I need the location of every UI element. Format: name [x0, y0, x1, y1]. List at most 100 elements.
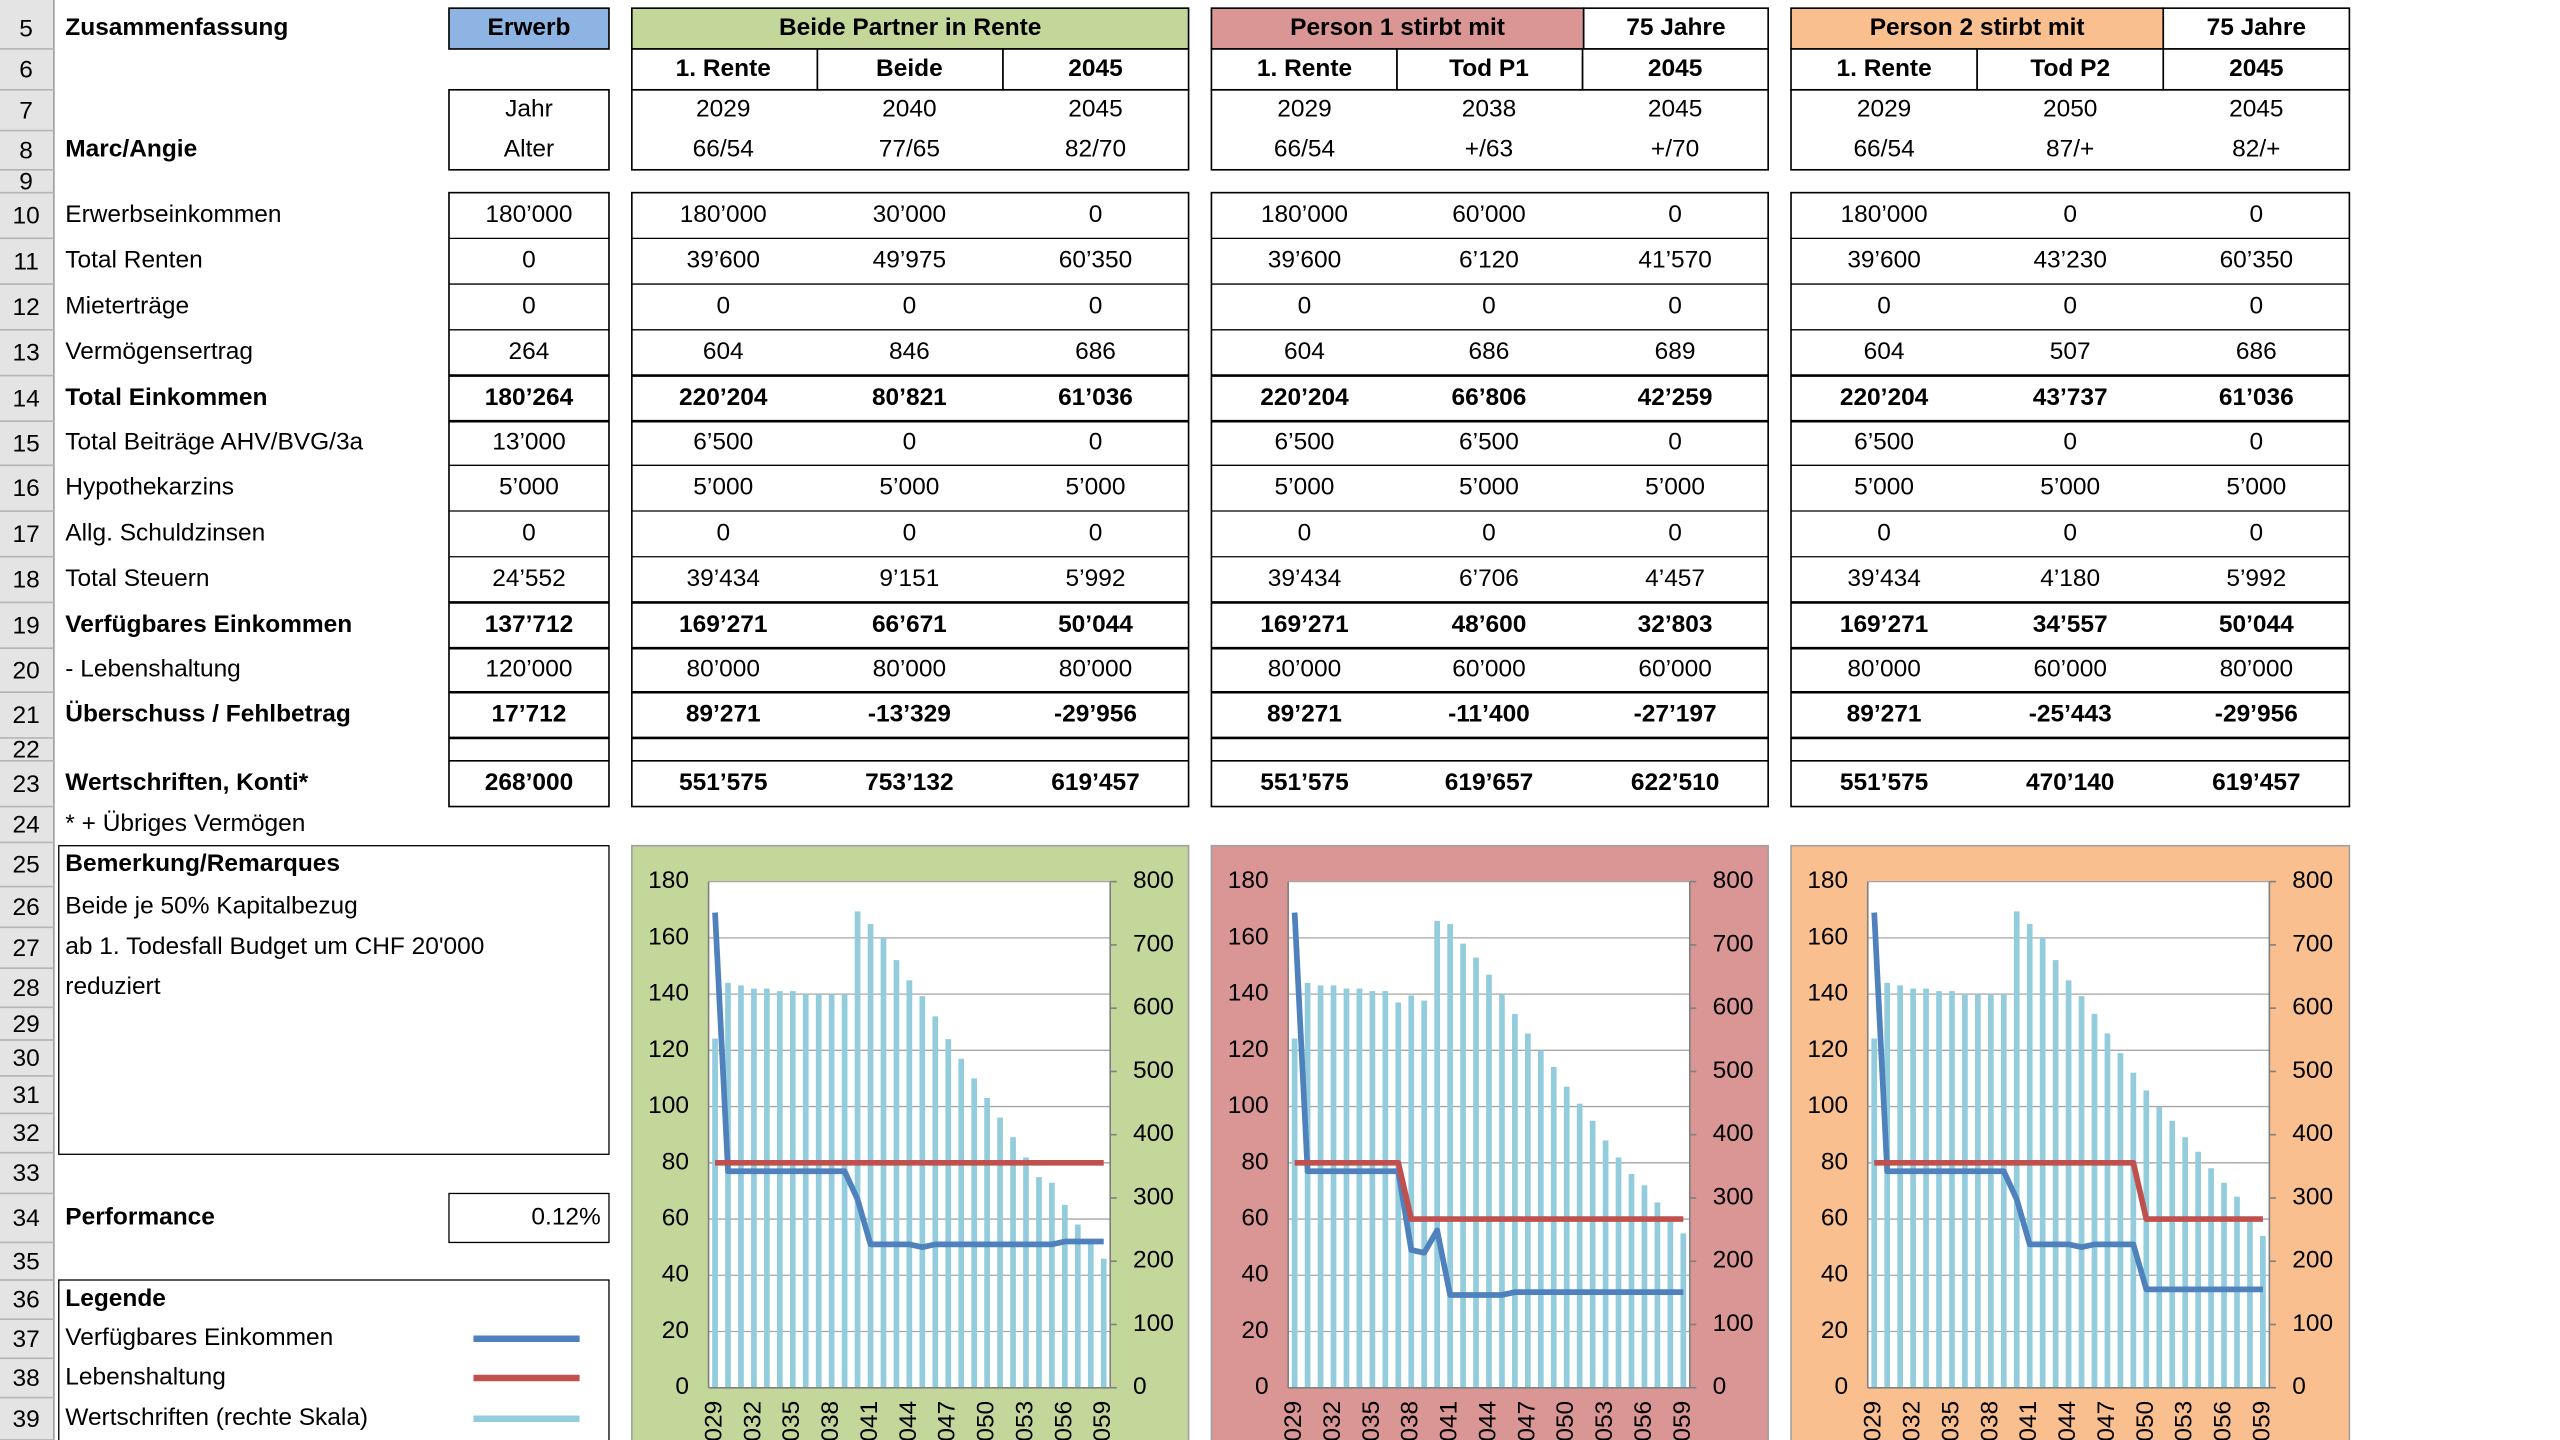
value-cell: 551’575 — [1840, 769, 1928, 796]
x-tick-label: 2059 — [2248, 1401, 2275, 1440]
line-series — [1294, 1159, 1684, 1222]
value-cell: 9’151 — [879, 565, 939, 592]
row-number: 23 — [13, 771, 40, 798]
subheader: Tod P1 — [1449, 55, 1529, 82]
group-header-cell — [1210, 7, 1585, 50]
bar — [1074, 1224, 1081, 1388]
y-tick-label: 20 — [1241, 1317, 1268, 1344]
value-cell: 169’271 — [679, 611, 767, 638]
legend-title: Legende — [65, 1285, 166, 1312]
x-tick-label: 2044 — [895, 1401, 922, 1440]
x-tick-label: 2035 — [778, 1401, 805, 1440]
row-number: 20 — [13, 657, 40, 684]
group-header-cell — [1790, 7, 2165, 50]
subheader: 1. Rente — [676, 55, 771, 82]
value-cell: 0 — [903, 292, 917, 319]
value-cell: 551’575 — [679, 769, 767, 796]
y2-tick-label: 300 — [1133, 1183, 1174, 1210]
bar — [854, 911, 861, 1388]
value-cell: 80’000 — [1059, 656, 1132, 683]
value-cell: 80’000 — [2220, 656, 2293, 683]
y2-tick-label: 200 — [1133, 1247, 1174, 1274]
value-cell: 80’000 — [1268, 656, 1341, 683]
value-cell: 4’180 — [2040, 565, 2100, 592]
x-tick-label: 2029 — [1280, 1401, 1307, 1440]
bar — [2026, 924, 2033, 1388]
bar — [1628, 1173, 1635, 1388]
data-box — [1790, 191, 2351, 808]
bar — [751, 988, 757, 1388]
value-cell: 0 — [1298, 292, 1312, 319]
x-tick-label: 2056 — [1050, 1401, 1077, 1440]
bar — [1460, 943, 1466, 1388]
line-series — [1291, 912, 1684, 1298]
x-tick-label: 2047 — [934, 1401, 961, 1440]
bar — [1062, 1204, 1068, 1388]
value-cell: -13’329 — [868, 701, 951, 728]
value-cell: 180’000 — [1261, 201, 1348, 228]
value-cell: 80’000 — [1847, 656, 1920, 683]
row-number: 24 — [13, 812, 40, 839]
age-cell: 66/54 — [1853, 136, 1914, 163]
value-cell: 0 — [1089, 292, 1103, 319]
row-number: 16 — [13, 475, 40, 502]
value-cell: 6’120 — [1459, 247, 1519, 274]
bar — [1356, 988, 1363, 1388]
y-tick-label: 160 — [1807, 923, 1848, 950]
x-tick-label: 2047 — [1513, 1401, 1540, 1440]
bar — [1408, 995, 1415, 1388]
y2-tick-label: 800 — [1713, 867, 1754, 894]
y-tick-label: 160 — [648, 923, 689, 950]
value-cell: 0 — [2250, 201, 2264, 228]
value-cell: 39’434 — [1268, 565, 1341, 592]
value-cell: 619’657 — [1445, 769, 1533, 796]
line-series — [712, 912, 1104, 1251]
subheader-cell — [1002, 48, 1190, 91]
y-tick-label: 140 — [1228, 980, 1269, 1007]
erwerb-header-cell — [448, 7, 610, 50]
year-cell: 2045 — [1648, 96, 1702, 123]
value-cell: 686 — [1469, 338, 1510, 365]
bar — [2234, 1196, 2240, 1388]
value-cell: 60’350 — [2220, 247, 2293, 274]
bar — [1049, 1182, 1055, 1388]
y2-tick-label: 600 — [1133, 994, 1174, 1021]
value-cell: 0 — [2250, 292, 2264, 319]
y2-tick-label: 700 — [1713, 930, 1754, 957]
row-number: 32 — [13, 1120, 40, 1147]
value-cell: 268’000 — [485, 769, 573, 796]
bar — [2117, 1053, 2124, 1388]
bar — [958, 1058, 965, 1388]
y2-tick-label: 400 — [1713, 1120, 1754, 1147]
year-cell: 2029 — [1277, 96, 1331, 123]
value-cell: 5’992 — [1066, 565, 1126, 592]
info-box — [1790, 88, 2351, 171]
x-tick-label: 2056 — [2210, 1401, 2237, 1440]
row-number: 37 — [13, 1326, 40, 1353]
y-tick-label: 20 — [1821, 1317, 1848, 1344]
value-cell: 0 — [2250, 519, 2264, 546]
bar — [1330, 985, 1337, 1388]
row-number: 5 — [19, 16, 33, 43]
value-cell: 470’140 — [2026, 769, 2114, 796]
value-cell: 60’000 — [1452, 656, 1525, 683]
value-cell: 43’737 — [2033, 384, 2108, 411]
value-cell: 39’600 — [687, 247, 760, 274]
y-tick-label: 180 — [648, 867, 689, 894]
line-series — [1871, 912, 2263, 1293]
x-tick-label: 2053 — [1011, 1401, 1038, 1440]
bar — [1317, 985, 1324, 1388]
y-tick-label: 100 — [1807, 1092, 1848, 1119]
bar — [1563, 1086, 1570, 1388]
bar — [2052, 960, 2059, 1388]
value-cell: 0 — [1089, 201, 1103, 228]
y2-tick-label: 700 — [2292, 930, 2333, 957]
bar — [802, 994, 809, 1388]
value-cell: 4’457 — [1645, 565, 1705, 592]
value-cell: 80’000 — [873, 656, 946, 683]
value-cell: -29’956 — [1054, 701, 1137, 728]
age-cell: 77/65 — [879, 136, 940, 163]
value-cell: 180’000 — [680, 201, 767, 228]
bar — [776, 991, 783, 1388]
